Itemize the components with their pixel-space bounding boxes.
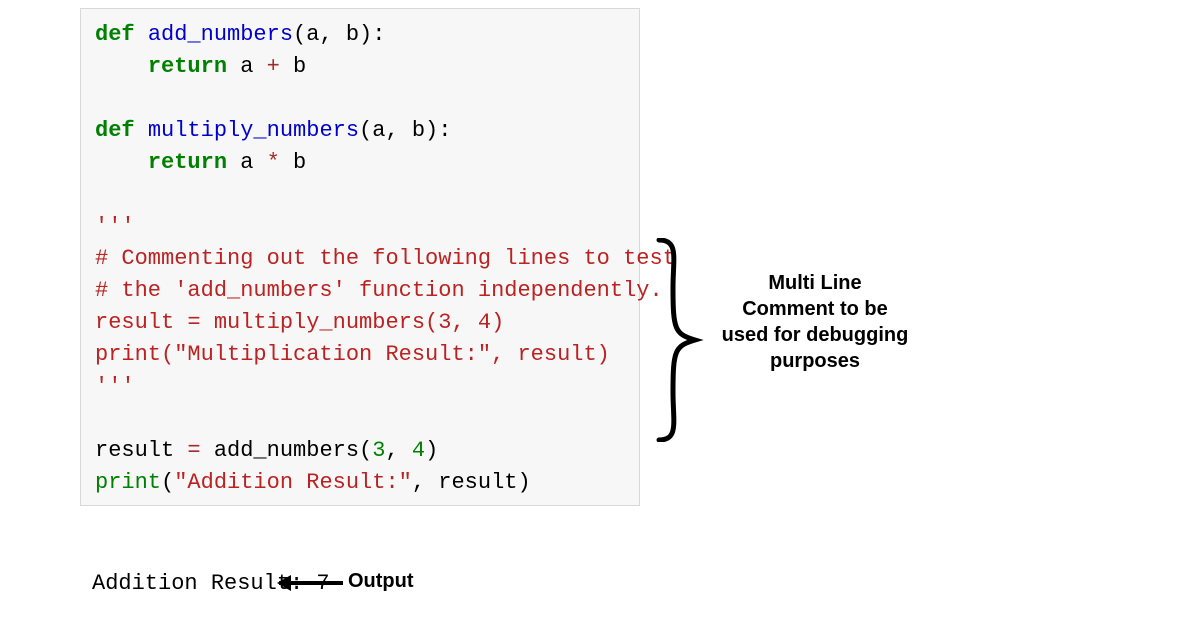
arrow-left-icon: [279, 581, 343, 585]
code-text: a: [227, 54, 267, 79]
indent: [95, 54, 148, 79]
code-text: b: [280, 150, 306, 175]
number: 3: [372, 438, 385, 463]
docstring-line: # Commenting out the following lines to …: [95, 246, 676, 271]
number: 4: [412, 438, 425, 463]
docstring-line: print("Multiplication Result:", result): [95, 342, 610, 367]
docstring-line: # the 'add_numbers' function independent…: [95, 278, 663, 303]
code-text: a: [227, 150, 267, 175]
annotation-text: Multi Line Comment to be used for debugg…: [720, 270, 910, 374]
code-text: (a, b):: [359, 118, 451, 143]
code-text: add_numbers(: [201, 438, 373, 463]
code-text: b: [280, 54, 306, 79]
operator: *: [267, 150, 280, 175]
code-text: , result): [412, 470, 531, 495]
keyword-def: def: [95, 118, 135, 143]
code-text: ,: [385, 438, 411, 463]
docstring-close: ''': [95, 374, 135, 399]
keyword-return: return: [148, 150, 227, 175]
code-text: result: [95, 438, 187, 463]
code-text: ): [425, 438, 438, 463]
func-name: multiply_numbers: [148, 118, 359, 143]
code-text: (: [161, 470, 174, 495]
docstring-open: ''': [95, 214, 135, 239]
indent: [95, 150, 148, 175]
keyword-return: return: [148, 54, 227, 79]
operator: =: [187, 438, 200, 463]
operator: +: [267, 54, 280, 79]
func-name: add_numbers: [148, 22, 293, 47]
output-label: Output: [348, 570, 414, 593]
builtin-print: print: [95, 470, 161, 495]
brace-icon: [655, 238, 705, 442]
docstring-line: result = multiply_numbers(3, 4): [95, 310, 504, 335]
keyword-def: def: [95, 22, 135, 47]
code-block: def add_numbers(a, b): return a + b def …: [80, 8, 640, 506]
code-text: (a, b):: [293, 22, 385, 47]
string-literal: "Addition Result:": [174, 470, 412, 495]
